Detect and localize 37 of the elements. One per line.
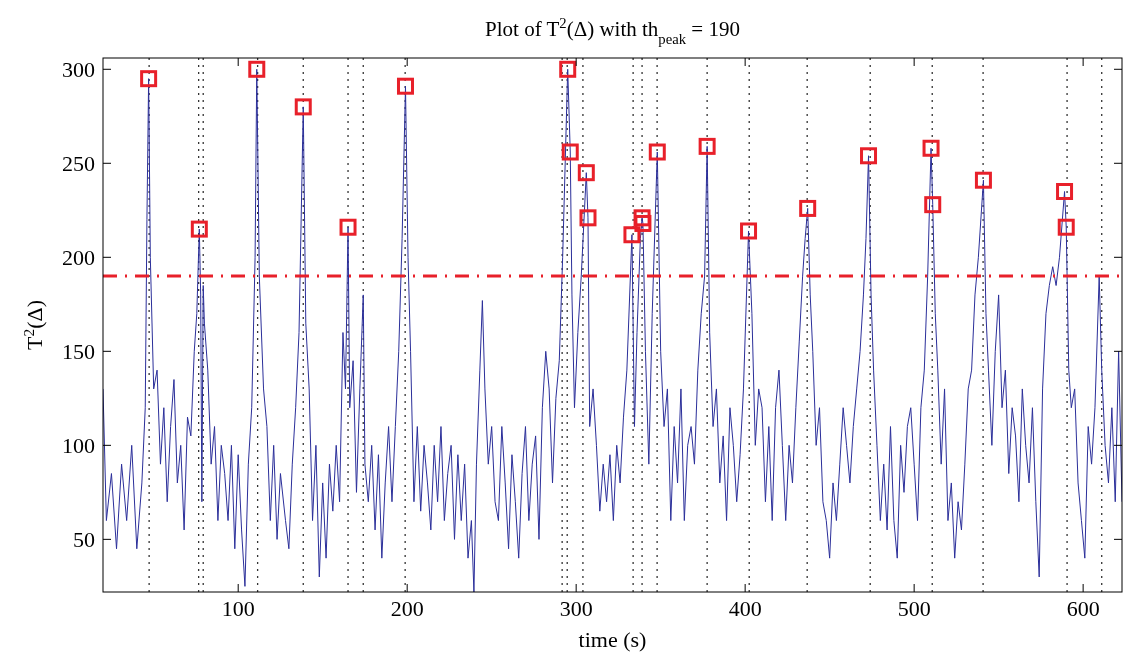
y-tick-label: 50 [73,527,95,553]
x-tick-label: 100 [221,596,255,621]
point [579,209,597,227]
point [140,70,158,88]
x-tick-label: 300 [559,596,593,621]
x-tick-label: 600 [1066,596,1100,621]
y-tick-label: 200 [62,245,95,271]
point [634,214,652,232]
point [294,98,312,116]
point [561,143,579,161]
point [924,196,942,214]
y-tick-label: 300 [62,56,95,82]
point [559,60,577,78]
point [922,139,940,157]
point [860,147,878,165]
y-tick-label: 250 [62,151,95,176]
point [339,218,357,236]
x-tick-label: 200 [390,596,424,621]
point [648,143,666,161]
point [698,137,716,155]
chart-title: Plot of T$^{2}$(Δ) with th$_{peak}$ = 190 [485,15,740,47]
y-tick-label: 100 [62,433,95,459]
point [396,77,414,95]
point [633,209,651,227]
x-axis-title: time (s) [578,627,647,652]
point [577,164,595,182]
point [190,220,208,238]
point [623,226,641,244]
point [974,171,992,189]
point [1057,218,1075,236]
x-tick-label: 400 [728,596,762,621]
point [1056,183,1074,200]
point [248,60,266,78]
x-tick-label: 500 [897,596,931,621]
point [799,199,817,217]
point [740,222,758,240]
y-tick-label: 150 [62,339,95,365]
